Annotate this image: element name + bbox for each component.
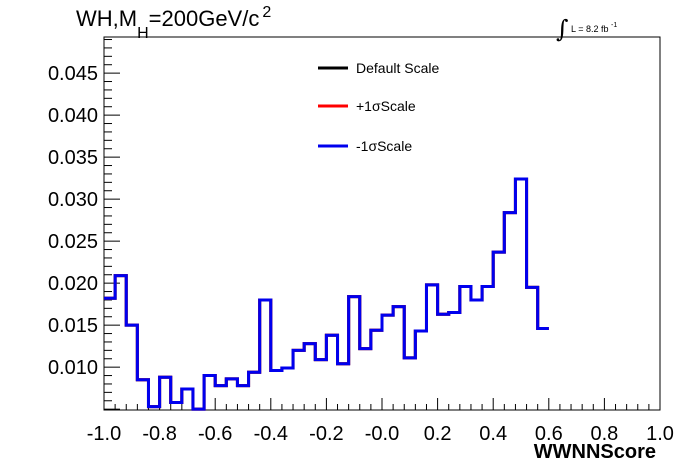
title-rest: =200GeV/c [148,6,260,31]
title-superscript: 2 [262,4,272,21]
integral-symbol: ∫ [556,15,569,43]
x-tick-label: 1.0 [646,423,674,445]
y-tick-label: 0.010 [48,357,98,379]
x-tick-label: -0.2 [309,423,343,445]
luminosity-label: ∫ L = 8.2 fb -1 [556,10,618,43]
x-tick-label: -0.0 [365,423,399,445]
x-tick-label: 0.2 [424,423,452,445]
x-tick-label: -1.0 [87,423,121,445]
y-tick-label: 0.015 [48,315,98,337]
x-tick-label: 0.8 [590,423,618,445]
legend-label: -1σScale [356,138,412,154]
x-tick-label: -0.6 [198,423,232,445]
series-line--1-scale [104,177,549,411]
luminosity-superscript: -1 [611,22,618,29]
x-axis-label: WWNNScore [533,441,656,463]
legend-label: +1σScale [356,98,416,114]
y-tick-label: 0.045 [48,63,98,85]
luminosity-text: L = 8.2 fb [571,24,609,34]
y-tick-label: 0.030 [48,189,98,211]
x-tick-label: -0.8 [142,423,176,445]
x-tick-label: 0.6 [535,423,563,445]
chart-title: WH,MH=200GeV/c 2 [76,4,272,42]
y-tick-label: 0.020 [48,273,98,295]
x-tick-label: 0.4 [479,423,507,445]
y-tick-label: 0.040 [48,105,98,127]
y-tick-label: 0.025 [48,231,98,253]
y-tick-label: 0.035 [48,147,98,169]
x-tick-label: -0.4 [254,423,288,445]
title-subscript: H [137,25,149,42]
legend-label: Default Scale [356,60,439,76]
title-main: WH,M [76,6,138,31]
plot-frame [103,36,661,411]
